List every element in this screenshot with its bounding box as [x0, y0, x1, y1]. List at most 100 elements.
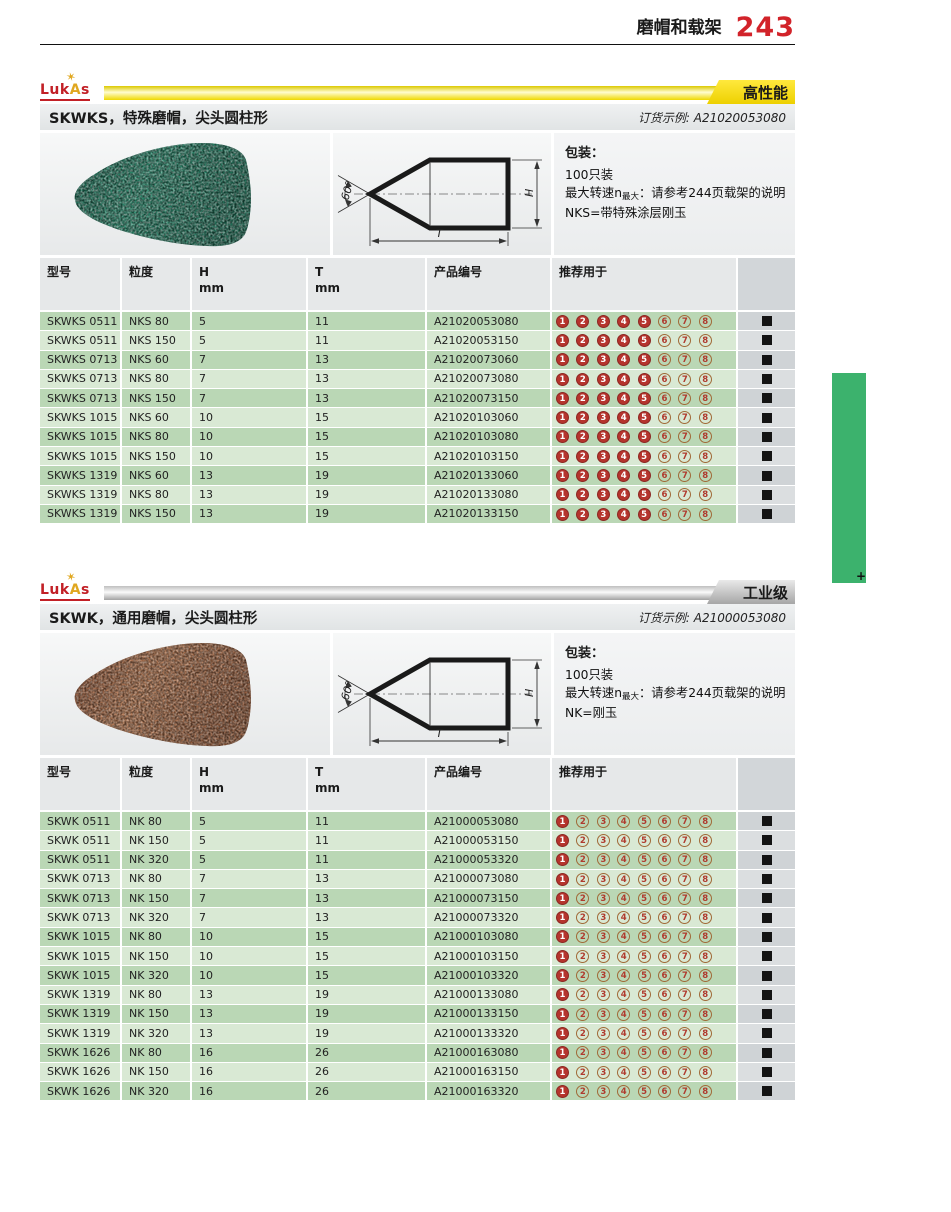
- table-row: SKWKS 1015 NKS 150 10 15 A21020103150 1 2 3 4 5 6 7…: [40, 447, 795, 467]
- recommend-circle: 4: [617, 430, 631, 444]
- recommend-circle: 2: [576, 372, 590, 386]
- recommend-circle: 5: [637, 872, 651, 886]
- table-cell: SKWK 1319: [40, 1004, 120, 1024]
- table-row: SKWKS 1319 NKS 150 13 19 A21020133150 1 2 3 4 5 6 7…: [40, 504, 795, 525]
- table-row: SKWK 1626 NK 150 16 26 A21000163150 1 2 3 4 5 6 7 8: [40, 1062, 795, 1083]
- recommend-circle: 2: [576, 333, 590, 347]
- table-cell: 7: [192, 869, 306, 889]
- availability-square: [761, 951, 772, 962]
- recommend-circle: 4: [617, 507, 631, 521]
- recommend-circle: 8: [698, 469, 712, 483]
- table-cell: SKWKS 1319: [40, 466, 120, 485]
- table-cell: 5: [192, 312, 306, 331]
- table-cell: 13: [192, 485, 306, 504]
- table-cell: NK 80: [122, 812, 190, 831]
- table-cell: 15: [308, 427, 425, 447]
- col-model: 型号: [40, 258, 120, 310]
- table-cell: A21000073320: [427, 908, 550, 927]
- table-cell: A21020133060: [427, 466, 550, 485]
- table-cell: 13: [308, 369, 425, 389]
- table-row: SKWKS 0713 NKS 150 7 13 A21020073150 1 2 3 4 5 6 7 8: [40, 389, 795, 409]
- recommend-circle: 8: [698, 449, 712, 463]
- recommend-circle: 1: [556, 833, 569, 847]
- availability-square: [761, 816, 772, 827]
- recommend-circle: 8: [698, 1084, 712, 1098]
- max-speed-note: 最大转速n最大：请参考244页载架的说明: [565, 686, 786, 703]
- recommend-circle: 5: [637, 449, 651, 463]
- table-cell: A21000133080: [427, 985, 550, 1004]
- availability-square: [761, 470, 772, 481]
- table-cell: NK 320: [122, 1082, 190, 1101]
- table-cell: 13: [192, 1004, 306, 1024]
- recommend-circle: 4: [617, 833, 631, 847]
- brand-text: LukAs: [40, 82, 90, 101]
- recommend-circle: 1: [556, 430, 569, 444]
- recommend-circle: 5: [637, 353, 651, 367]
- table-cell: SKWK 1319: [40, 985, 120, 1004]
- table-cell: A21000163320: [427, 1082, 550, 1101]
- table-cell: NK 320: [122, 966, 190, 985]
- recommend-circle: 4: [617, 333, 631, 347]
- recommend-circle: 4: [617, 488, 631, 502]
- section-skwks: ✶ LukAs 高性能 SKWKS，特殊磨帽，尖头圆柱形 订货示例: A2102…: [40, 69, 795, 570]
- table-cell: NKS 80: [122, 312, 190, 331]
- recommend-circle: 7: [678, 1007, 692, 1021]
- recommend-circle: 5: [637, 333, 651, 347]
- table-row: SKWK 1319 NK 150 13 19 A21000133150 1 2 3 4 5 6 7 8: [40, 1004, 795, 1025]
- table-cell: NK 320: [122, 1024, 190, 1043]
- table-row: SKWK 1626 NK 80 16 26 A21000163080 1 2 3 4 5 6 7 8: [40, 1043, 795, 1063]
- table-cell: SKWKS 0713: [40, 350, 120, 369]
- recommend-circle: 7: [678, 872, 692, 886]
- availability-cell: [738, 1004, 795, 1024]
- product-photo-panel: [40, 633, 330, 755]
- table-cell: NK 150: [122, 831, 190, 850]
- max-speed-note: 最大转速n最大：请参考244页载架的说明: [565, 186, 786, 203]
- recommend-circle: 2: [576, 891, 590, 905]
- recommend-circle: 1: [556, 372, 569, 386]
- table-cell: 16: [192, 1082, 306, 1101]
- product-photo-panel: [40, 133, 330, 255]
- recommend-circle: 2: [576, 507, 590, 521]
- availability-cell: [738, 427, 795, 447]
- table-cell: 7: [192, 369, 306, 389]
- recommend-circle: 2: [576, 1084, 590, 1098]
- table-cell: A21020053080: [427, 312, 550, 331]
- table-cell: 10: [192, 427, 306, 447]
- grade-bar: [104, 586, 795, 600]
- table-cell: SKWKS 1319: [40, 504, 120, 524]
- table-cell: 7: [192, 350, 306, 369]
- recommend-circle: 1: [556, 891, 569, 905]
- availability-cell: [738, 1043, 795, 1062]
- recommend-circle: 5: [637, 507, 651, 521]
- table-cell: NK 320: [122, 850, 190, 869]
- recommend-circle: 3: [596, 872, 610, 886]
- recommend-circle: 8: [698, 949, 712, 963]
- grade-badge: 工业级: [707, 580, 795, 604]
- table-row: SKWKS 1015 NKS 60 10 15 A21020103060 1 2 3 4 5 6 7 8: [40, 408, 795, 428]
- table-cell: SKWK 1626: [40, 1082, 120, 1101]
- recommend-circle: 6: [657, 1046, 671, 1060]
- recommend-circle: 3: [596, 372, 610, 386]
- product-title: SKWKS，特殊磨帽，尖头圆柱形: [49, 110, 268, 127]
- table-cell: 19: [308, 985, 425, 1004]
- recommend-circle: 1: [556, 488, 569, 502]
- table-cell: 13: [192, 504, 306, 524]
- packaging-panel: 包装： 100只装 最大转速n最大：请参考244页载架的说明 NK=刚玉: [554, 633, 795, 755]
- table-cell: A21020073150: [427, 389, 550, 408]
- recommend-circle: 4: [617, 314, 631, 328]
- col-extra: [738, 758, 795, 810]
- availability-cell: [738, 966, 795, 985]
- table-cell: NK 80: [122, 927, 190, 947]
- table-cell: A21000053320: [427, 850, 550, 869]
- col-recommend: 推荐用于: [552, 758, 736, 810]
- recommend-circle: 6: [657, 391, 671, 405]
- recommend-circle: 2: [576, 1007, 590, 1021]
